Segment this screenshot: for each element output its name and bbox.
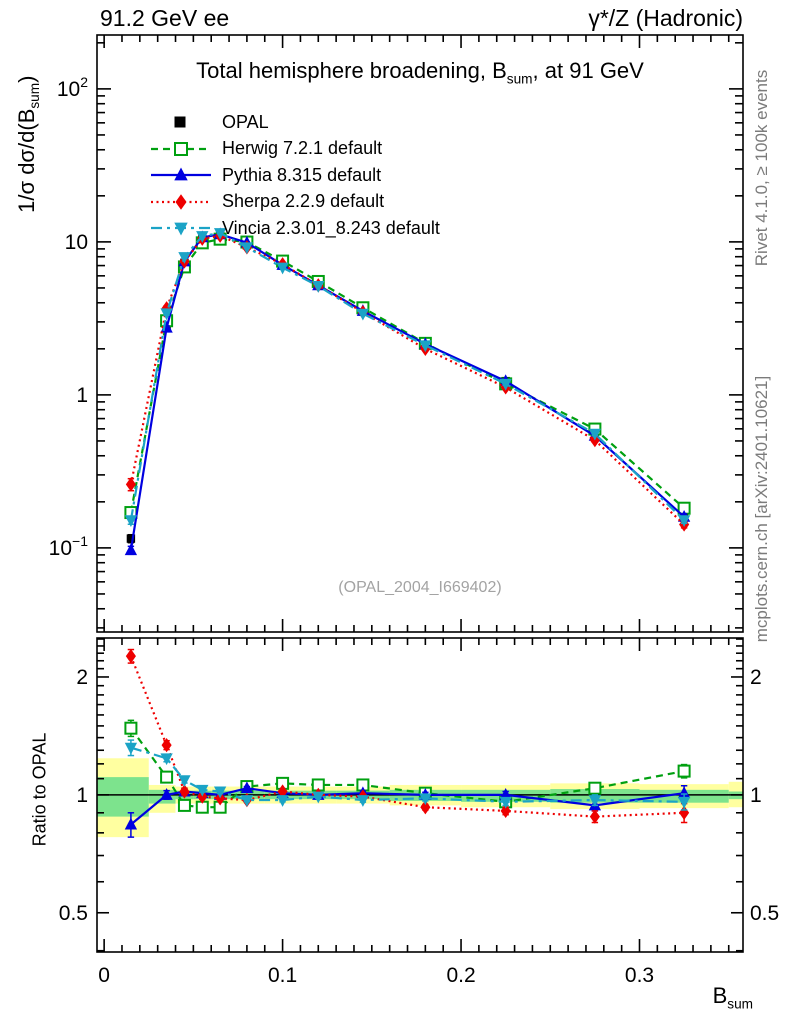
svg-text:0.2: 0.2: [446, 964, 475, 987]
legend-label-sherpa: Sherpa 2.2.9 default: [222, 191, 385, 212]
series-vincia-ratio: [124, 739, 691, 811]
tick-labels: 102 10 1 10−1 2 2 1 1 0.5 0.5 0 0.1 0.2 0.3: [49, 74, 780, 987]
legend-label-vincia: Vincia 2.3.01_8.243 default: [222, 217, 440, 238]
series-sherpa-main: [125, 228, 690, 532]
process-header: γ*/Z (Hadronic): [588, 5, 743, 31]
legend-item-pythia: Pythia 8.315 default: [150, 162, 440, 189]
legend-label-opal: OPAL: [222, 111, 269, 132]
svg-text:0: 0: [98, 964, 110, 987]
plot-title-subscript: sum: [506, 71, 533, 87]
plot-title-text: Total hemisphere broadening, B: [196, 58, 507, 83]
vincia-marker-icon: [151, 222, 211, 236]
y-axis-label-main-text: 1/σ dσ/d(B: [13, 108, 39, 213]
svg-text:10: 10: [65, 231, 88, 254]
x-axis-label: Bsum: [653, 983, 753, 1011]
x-axis-label-subscript: sum: [727, 996, 753, 1012]
mcplots-arxiv-note: mcplots.cern.ch [arXiv:2401.10621]: [752, 375, 771, 643]
y-axis-label-main-subscript: sum: [27, 82, 43, 109]
plot-title-suffix: , at 91 GeV: [532, 58, 644, 83]
pythia-marker-icon: [151, 167, 211, 181]
y-axis-label-main: 1/σ dσ/d(Bsum): [14, 0, 42, 344]
opal-marker-icon: [174, 116, 186, 128]
svg-text:10−1: 10−1: [49, 533, 89, 560]
legend: OPAL Herwig 7.2.1 default Pythia 8.315 d…: [150, 109, 440, 242]
svg-text:2: 2: [750, 666, 762, 689]
svg-text:0.5: 0.5: [59, 902, 88, 925]
svg-text:102: 102: [57, 74, 88, 101]
herwig-marker-icon: [151, 141, 211, 156]
series-opal-points: [126, 230, 689, 544]
svg-text:1: 1: [76, 784, 88, 807]
legend-item-opal: OPAL: [150, 109, 440, 136]
legend-item-sherpa: Sherpa 2.2.9 default: [150, 189, 440, 216]
legend-item-herwig: Herwig 7.2.1 default: [150, 136, 440, 163]
x-axis-label-text: B: [712, 983, 728, 1008]
svg-text:1: 1: [750, 784, 762, 807]
analysis-id-watermark: (OPAL_2004_I669402): [338, 579, 502, 596]
svg-text:2: 2: [76, 666, 88, 689]
svg-text:0.1: 0.1: [268, 964, 297, 987]
beam-energy-header: 91.2 GeV ee: [100, 5, 230, 31]
svg-text:1: 1: [76, 384, 88, 407]
y-axis-label-main-suffix: ): [13, 75, 39, 83]
svg-text:0.5: 0.5: [750, 902, 779, 925]
sherpa-marker-icon: [151, 193, 211, 210]
legend-label-herwig: Herwig 7.2.1 default: [222, 138, 383, 159]
series-pythia-main: [124, 227, 691, 556]
plot-title: Total hemisphere broadening, Bsum, at 91…: [97, 58, 743, 86]
main-frame: [96, 34, 744, 633]
svg-text:0.3: 0.3: [625, 964, 654, 987]
axis-ticks: [97, 35, 743, 952]
series-vincia-main: [124, 228, 691, 528]
y-axis-label-ratio: Ratio to OPAL: [29, 732, 50, 847]
series-herwig-main: [124, 232, 691, 520]
legend-item-vincia: Vincia 2.3.01_8.243 default: [150, 215, 440, 242]
legend-label-pythia: Pythia 8.315 default: [222, 164, 382, 185]
